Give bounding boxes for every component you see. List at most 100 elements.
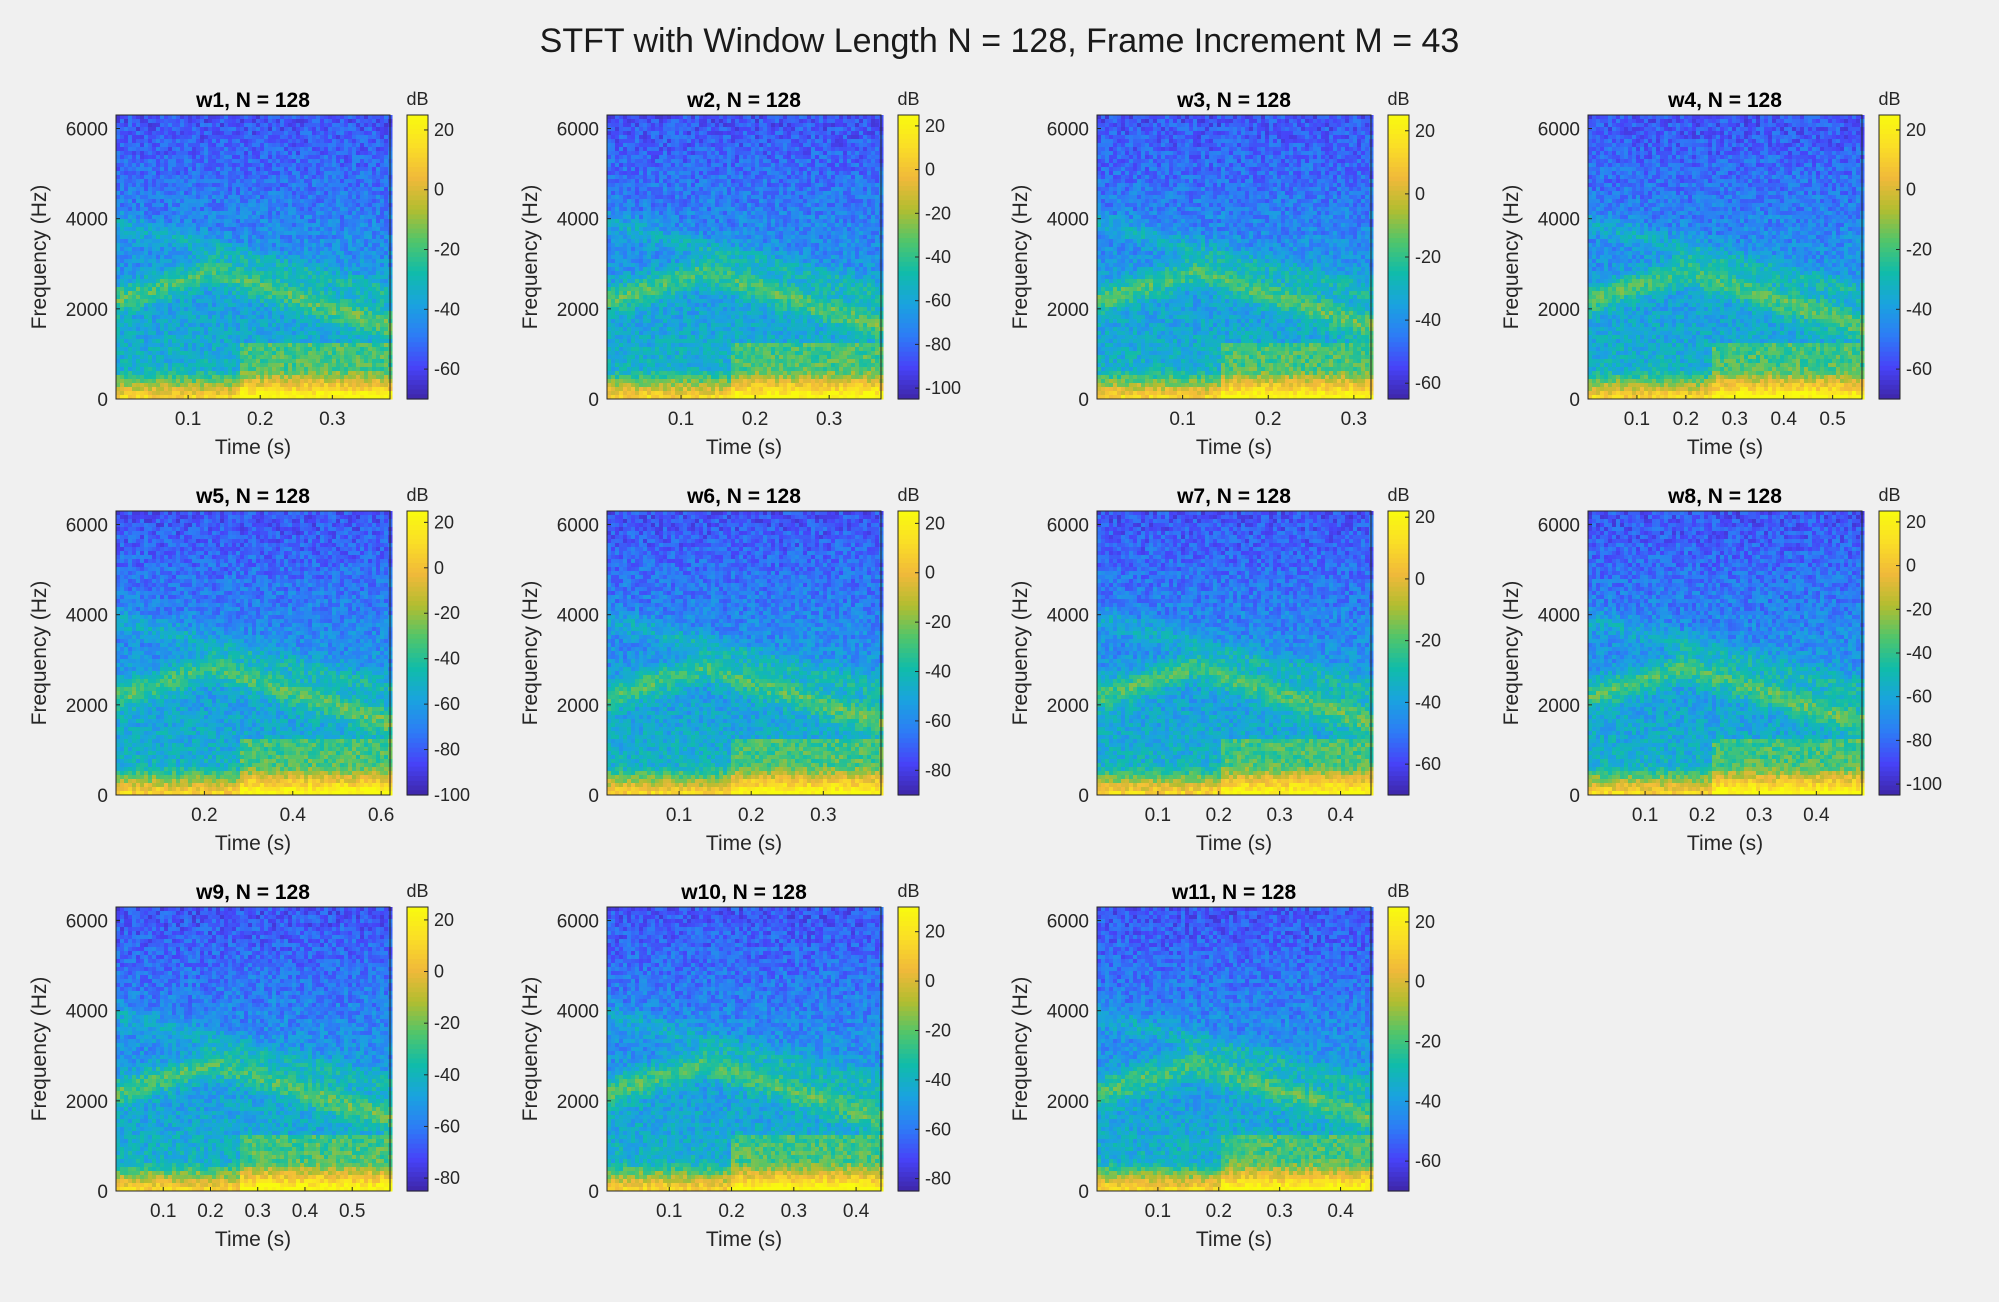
colorbar-tick-label: 0 — [925, 160, 935, 180]
colorbar-tick-label: -60 — [434, 359, 460, 379]
x-tick-label: 0.4 — [1803, 805, 1830, 826]
panel-title: w11, N = 128 — [1171, 881, 1297, 904]
y-tick-label: 6000 — [66, 120, 108, 141]
y-axis-label: Frequency (Hz) — [519, 581, 542, 726]
y-tick-label: 6000 — [557, 516, 599, 537]
colorbar-tick-label: -20 — [925, 1020, 951, 1040]
y-tick-label: 6000 — [66, 912, 108, 933]
x-tick-label: 0.4 — [1771, 409, 1798, 430]
x-tick-label: 0.2 — [738, 805, 764, 826]
colorbar-tick-label: 0 — [1415, 569, 1425, 589]
colorbar-tick-label: -20 — [1415, 1032, 1441, 1052]
colorbar-tick-label: -40 — [925, 247, 951, 267]
y-tick-label: 0 — [97, 1182, 108, 1203]
y-tick-label: 6000 — [557, 120, 599, 141]
y-tick-label: 2000 — [557, 1092, 599, 1113]
x-tick-label: 0.1 — [150, 1201, 176, 1222]
panel-title: w3, N = 128 — [1176, 89, 1291, 112]
x-tick-label: 0.1 — [656, 1201, 682, 1222]
colorbar-tick-label: -60 — [925, 711, 951, 731]
colorbar-label: dB — [406, 485, 428, 505]
x-axis-label: Time (s) — [1687, 436, 1763, 459]
x-axis-label: Time (s) — [706, 436, 782, 459]
y-tick-label: 2000 — [66, 300, 108, 321]
colorbar-tick-label: 0 — [434, 558, 444, 578]
colorbar-tick-label: -40 — [1906, 299, 1932, 319]
y-axis-label: Frequency (Hz) — [1009, 185, 1032, 330]
x-tick-label: 0.3 — [1266, 805, 1292, 826]
colorbar-tick-label: -80 — [925, 1169, 951, 1189]
panel-title: w4, N = 128 — [1667, 89, 1782, 112]
y-tick-label: 6000 — [557, 912, 599, 933]
y-axis-label: Frequency (Hz) — [1009, 581, 1032, 726]
y-axis-label: Frequency (Hz) — [28, 581, 51, 726]
colorbar-tick-label: -40 — [1415, 310, 1441, 330]
colorbar-tick-label: -40 — [434, 1065, 460, 1085]
y-tick-label: 0 — [588, 390, 599, 411]
colorbar-tick-label: -20 — [434, 1013, 460, 1033]
y-tick-label: 2000 — [1538, 696, 1580, 717]
colorbar-label: dB — [897, 89, 919, 109]
y-tick-label: 4000 — [1047, 1002, 1089, 1023]
panel-title: w2, N = 128 — [686, 89, 801, 112]
colorbar-tick-label: -60 — [1415, 373, 1441, 393]
x-tick-label: 0.3 — [1266, 1201, 1292, 1222]
heatmap-cells — [116, 115, 393, 400]
heatmap-cells — [607, 511, 884, 796]
panel-title: w9, N = 128 — [195, 881, 310, 904]
colorbar-tick-label: -40 — [434, 299, 460, 319]
colorbar-tick-label: -40 — [1415, 692, 1441, 712]
y-tick-label: 2000 — [1047, 696, 1089, 717]
colorbar-tick-label: -20 — [1415, 631, 1441, 651]
panel-title: w8, N = 128 — [1667, 485, 1782, 508]
x-tick-label: 0.5 — [339, 1201, 365, 1222]
colorbar-tick-label: -100 — [434, 785, 470, 805]
x-tick-label: 0.3 — [810, 805, 836, 826]
y-tick-label: 0 — [1569, 786, 1580, 807]
colorbar-tick-label: -100 — [925, 378, 961, 398]
colorbar-tick-label: -40 — [434, 649, 460, 669]
x-tick-label: 0.6 — [368, 805, 394, 826]
x-tick-label: 0.4 — [280, 805, 307, 826]
colorbar-tick-label: -80 — [925, 334, 951, 354]
y-axis-label: Frequency (Hz) — [519, 977, 542, 1122]
colorbar-tick-label: -80 — [1906, 730, 1932, 750]
x-tick-label: 0.1 — [1145, 1201, 1171, 1222]
y-tick-label: 2000 — [66, 696, 108, 717]
x-tick-label: 0.3 — [1341, 409, 1367, 430]
panel-title: w5, N = 128 — [195, 485, 310, 508]
colorbar-tick-label: 20 — [434, 120, 454, 140]
y-tick-label: 4000 — [557, 210, 599, 231]
y-tick-label: 6000 — [1047, 912, 1089, 933]
colorbar-label: dB — [406, 89, 428, 109]
colorbar-tick-label: -20 — [925, 612, 951, 632]
x-tick-label: 0.1 — [666, 805, 692, 826]
x-tick-label: 0.3 — [1722, 409, 1748, 430]
colorbar-tick-label: -20 — [925, 203, 951, 223]
heatmap-cells — [1097, 115, 1374, 400]
colorbar-tick-label: -20 — [1906, 599, 1932, 619]
heatmap-cells — [1588, 115, 1865, 400]
colorbar-tick-label: -100 — [1906, 774, 1942, 794]
y-axis-label: Frequency (Hz) — [28, 185, 51, 330]
x-tick-label: 0.2 — [1206, 805, 1232, 826]
x-axis-label: Time (s) — [215, 832, 291, 855]
colorbar-tick-label: 20 — [1906, 512, 1926, 532]
colorbar-tick-label: 20 — [1415, 121, 1435, 141]
x-tick-label: 0.4 — [1327, 805, 1354, 826]
colorbar-tick-label: -60 — [925, 1119, 951, 1139]
y-tick-label: 6000 — [1538, 120, 1580, 141]
colorbar-tick-label: 0 — [1415, 184, 1425, 204]
colorbar-tick-label: 0 — [1906, 556, 1916, 576]
y-tick-label: 4000 — [557, 606, 599, 627]
